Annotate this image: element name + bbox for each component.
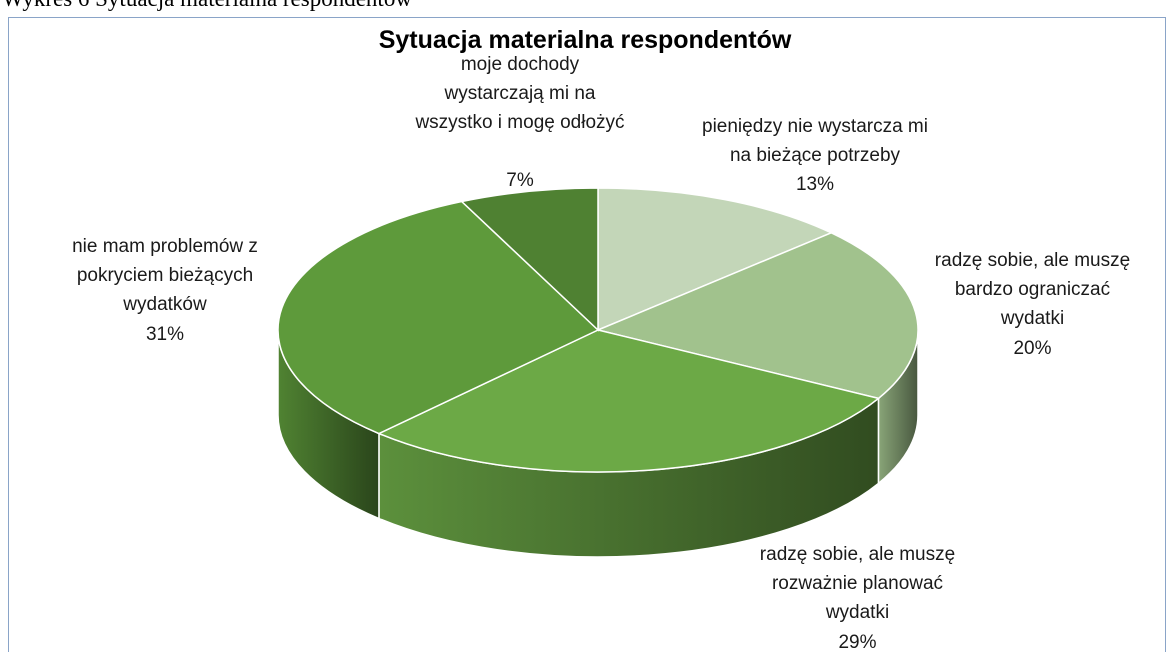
slice-value-label: 31% — [145, 324, 185, 345]
chart-frame — [8, 17, 1166, 652]
slice-value-label: 20% — [1013, 338, 1052, 359]
slice-value-label: 7% — [506, 170, 534, 191]
caption: Wykres 6 Sytuacja materialna respondentó… — [2, 0, 412, 12]
slice-label: pieniędzy nie wystarcza mi na bieżące po… — [702, 116, 928, 166]
slice — [597, 187, 834, 332]
slice-label: moje dochody wystarczają mi na wszystko … — [415, 54, 625, 133]
slice — [277, 200, 600, 435]
slice — [460, 187, 599, 332]
slice-label: nie mam problemów z pokryciem bieżących … — [72, 236, 258, 315]
chart-title: Sytuacja materialna respondentów — [378, 26, 792, 54]
slice — [595, 231, 919, 400]
slice — [377, 329, 881, 473]
slice-label: radzę sobie, ale muszę bardzo ograniczać… — [934, 250, 1131, 329]
slice-value-label: 29% — [838, 632, 877, 652]
slice-value-label: 13% — [795, 174, 835, 195]
slice-label: radzę sobie, ale muszę rozważnie planowa… — [759, 544, 956, 623]
